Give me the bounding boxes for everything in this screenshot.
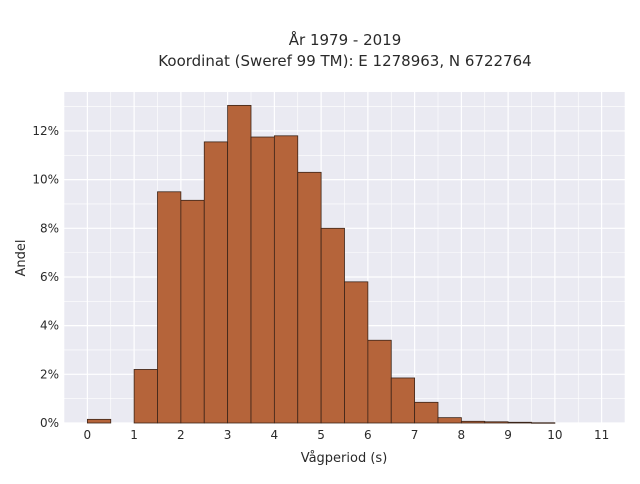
x-tick-label: 3 [224,428,232,442]
y-tick-label: 4% [40,319,59,333]
x-tick-label: 8 [458,428,466,442]
histogram-bar [180,199,205,424]
y-tick-label: 10% [32,173,59,187]
histogram-bar [414,401,439,424]
histogram-bar [273,135,299,424]
histogram-bar [250,136,275,424]
y-tick-label: 2% [40,367,59,381]
tick-labels: 0 1 2 3 4 5 6 7 8 9 10 11 0% 2% 4% 6% 8% 10% 12% [32,124,609,442]
x-tick-label: 7 [411,428,419,442]
y-axis-label: Andel [14,240,29,277]
y-tick-label: 8% [40,221,59,235]
histogram-bar [484,421,509,424]
histogram-bar [437,417,462,424]
x-tick-label: 11 [594,428,609,442]
histogram-bar [344,281,369,424]
x-tick-label: 4 [271,428,279,442]
histogram-bar [507,421,532,424]
chart-title: År 1979 - 2019 Koordinat (Sweref 99 TM):… [158,30,531,70]
y-tick-label: 6% [40,270,59,284]
histogram-bar [297,171,322,424]
histogram-bar [460,420,486,424]
histogram-bar [367,339,392,424]
histogram-bar [227,104,252,424]
histogram-bar [320,227,345,424]
x-tick-label: 1 [130,428,138,442]
x-tick-label: 2 [177,428,185,442]
histogram-bar [157,191,182,424]
x-tick-label: 5 [317,428,325,442]
bars [86,104,556,424]
y-tick-label: 12% [32,124,59,138]
chart-title-line-1: År 1979 - 2019 [289,30,402,49]
x-tick-label: 9 [504,428,512,442]
x-tick-label: 10 [547,428,562,442]
x-tick-label: 0 [84,428,92,442]
histogram-bar [203,141,229,424]
x-axis-label: Vågperiod (s) [301,451,388,466]
histogram-bar [86,418,112,424]
histogram-bar [390,377,416,424]
histogram-bar [531,422,556,424]
x-tick-label: 6 [364,428,372,442]
chart-title-line-2: Koordinat (Sweref 99 TM): E 1278963, N 6… [158,52,531,70]
y-tick-label: 0% [40,416,59,430]
histogram-bar [133,369,158,424]
